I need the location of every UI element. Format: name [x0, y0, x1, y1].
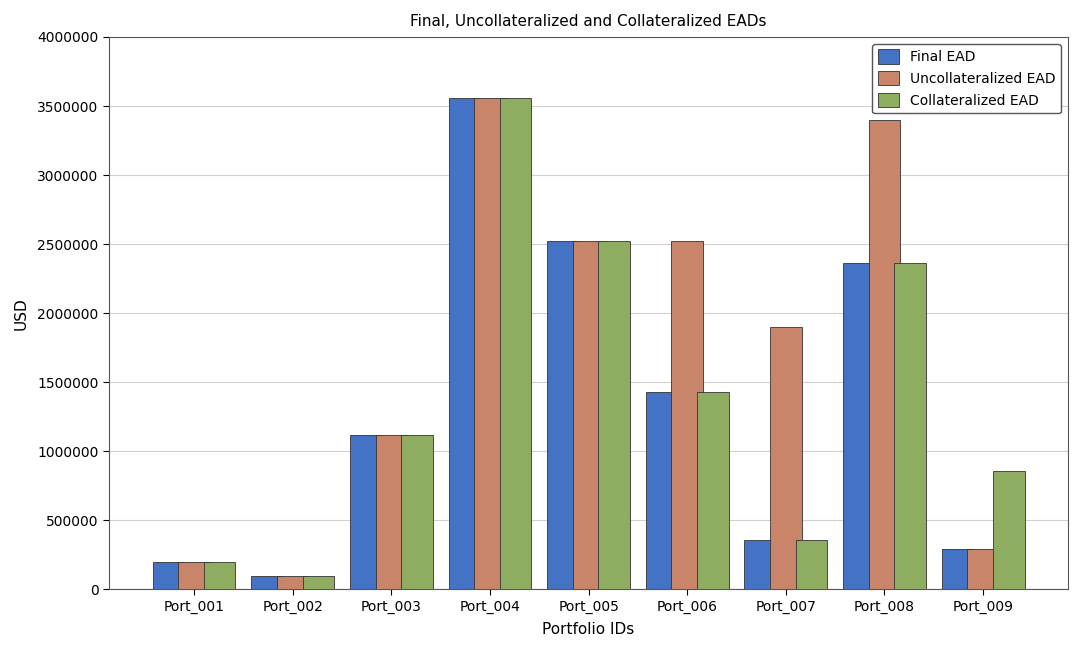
- Title: Final, Uncollateralized and Collateralized EADs: Final, Uncollateralized and Collateraliz…: [410, 14, 767, 29]
- X-axis label: Portfolio IDs: Portfolio IDs: [542, 622, 635, 637]
- Bar: [967, 549, 999, 589]
- Y-axis label: USD: USD: [14, 297, 29, 329]
- Bar: [697, 392, 728, 589]
- Bar: [277, 576, 308, 589]
- Bar: [646, 392, 677, 589]
- Bar: [869, 120, 900, 589]
- Bar: [449, 98, 480, 589]
- Bar: [672, 242, 703, 589]
- Bar: [572, 242, 605, 589]
- Bar: [401, 435, 433, 589]
- Bar: [349, 435, 382, 589]
- Bar: [500, 98, 531, 589]
- Bar: [770, 327, 802, 589]
- Bar: [744, 540, 776, 589]
- Bar: [251, 576, 282, 589]
- Bar: [795, 540, 828, 589]
- Bar: [993, 471, 1025, 589]
- Bar: [895, 264, 926, 589]
- Bar: [153, 562, 184, 589]
- Bar: [941, 549, 973, 589]
- Bar: [375, 435, 407, 589]
- Bar: [179, 562, 210, 589]
- Bar: [303, 576, 334, 589]
- Bar: [474, 98, 505, 589]
- Bar: [843, 264, 874, 589]
- Bar: [598, 242, 630, 589]
- Bar: [203, 562, 236, 589]
- Bar: [547, 242, 579, 589]
- Legend: Final EAD, Uncollateralized EAD, Collateralized EAD: Final EAD, Uncollateralized EAD, Collate…: [872, 44, 1061, 113]
